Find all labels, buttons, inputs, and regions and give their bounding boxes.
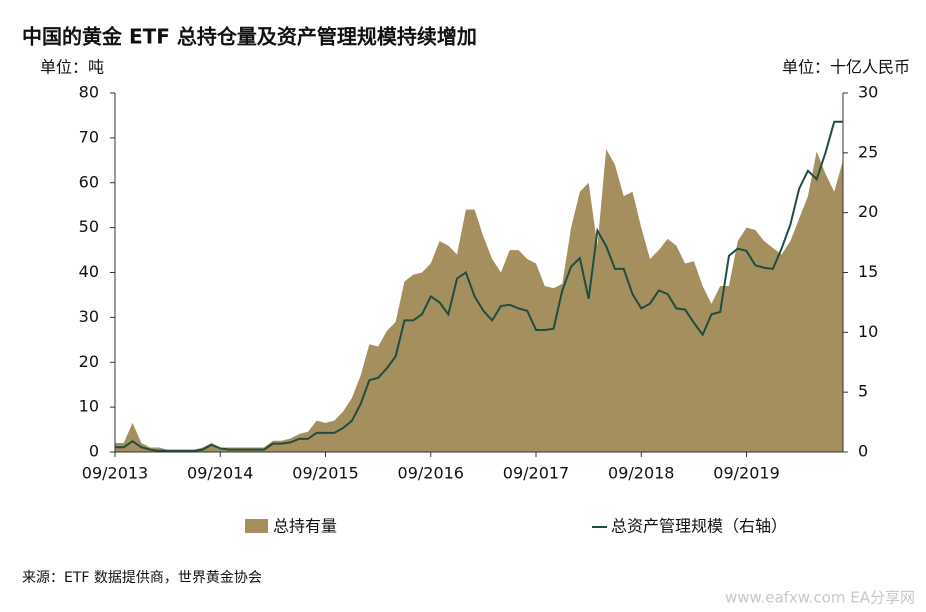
x-tick-label: 09/2015 [292, 464, 358, 483]
x-tick-label: 09/2018 [608, 464, 674, 483]
x-tick-label: 09/2014 [187, 464, 253, 483]
y2-tick-label: 0 [858, 442, 868, 461]
y-tick-label: 50 [79, 217, 99, 236]
y2-tick-label: 10 [858, 322, 878, 341]
y2-tick-label: 5 [858, 382, 868, 401]
y-tick-label: 30 [79, 307, 99, 326]
y-tick-label: 20 [79, 352, 99, 371]
y2-tick-label: 20 [858, 202, 878, 221]
y2-tick-label: 25 [858, 142, 878, 161]
y-tick-label: 0 [89, 442, 99, 461]
y-tick-label: 80 [79, 83, 99, 102]
x-tick-label: 09/2019 [713, 464, 779, 483]
y-unit-label: 单位：吨 [40, 58, 104, 77]
legend-label: 总资产管理规模（右轴） [611, 517, 787, 536]
y-tick-label: 70 [79, 127, 99, 146]
x-tick-label: 09/2017 [503, 464, 569, 483]
chart-title: 中国的黄金 ETF 总持仓量及资产管理规模持续增加 [22, 25, 477, 49]
y2-unit-label: 单位：十亿人民币 [782, 58, 910, 77]
watermark: www.eafxw.com EA分享网 [725, 589, 915, 607]
x-tick-label: 09/2013 [82, 464, 148, 483]
y2-tick-label: 15 [858, 262, 878, 281]
y-tick-label: 10 [79, 397, 99, 416]
source-note: 来源：ETF 数据提供商，世界黄金协会 [22, 569, 262, 586]
y-tick-label: 60 [79, 172, 99, 191]
y-tick-label: 40 [79, 262, 99, 281]
area [115, 149, 843, 452]
line [115, 120, 843, 452]
y2-tick-label: 30 [858, 83, 878, 102]
legend-label: 总持有量 [273, 517, 337, 536]
x-tick-label: 09/2016 [398, 464, 464, 483]
legend-swatch [245, 519, 268, 533]
